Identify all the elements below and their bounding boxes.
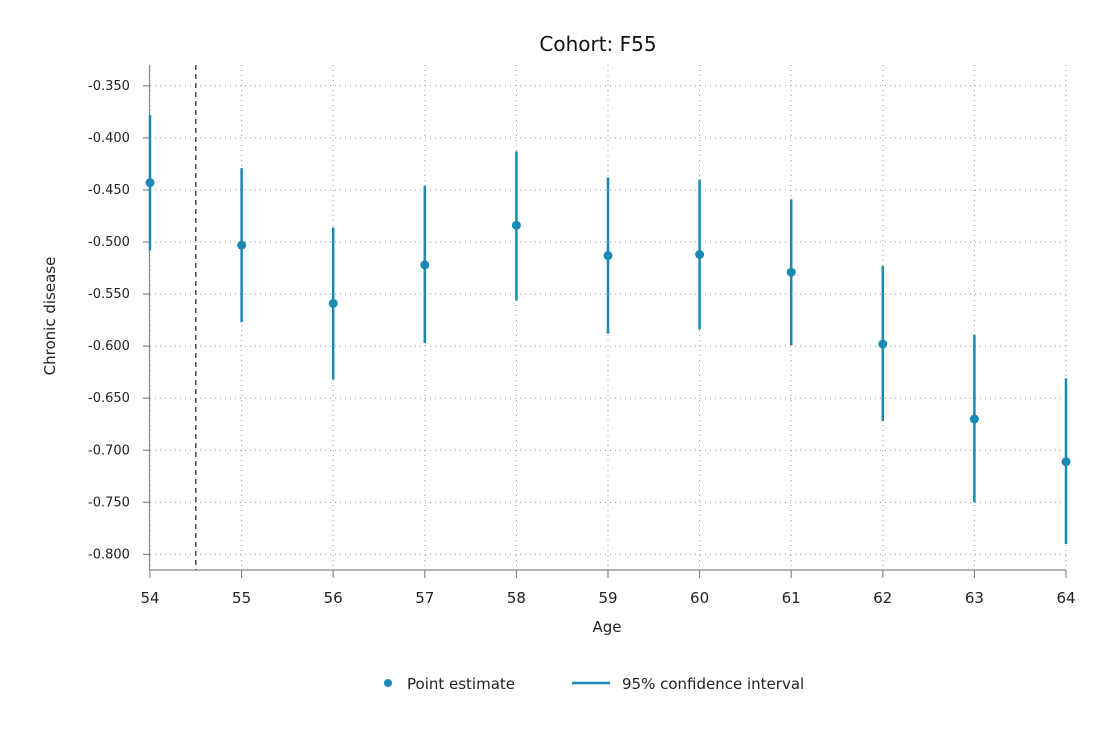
point-estimate-marker: [511, 220, 521, 230]
x-tick-label: 60: [690, 589, 709, 607]
point-estimate-marker: [420, 260, 430, 270]
y-tick-label: -0.400: [88, 131, 130, 146]
point-estimate-marker: [786, 267, 796, 277]
x-tick-label: 58: [507, 589, 526, 607]
point-estimate-marker: [969, 414, 979, 424]
x-axis-label: Age: [592, 618, 621, 636]
point-estimate-marker: [603, 251, 613, 261]
chart-title: Cohort: F55: [539, 32, 656, 56]
y-tick-label: -0.450: [88, 183, 130, 198]
y-tick-label: -0.500: [88, 235, 130, 250]
legend-ci-label: 95% confidence interval: [622, 675, 804, 693]
point-estimate-marker: [1061, 457, 1071, 467]
legend: Point estimate 95% confidence interval: [384, 675, 804, 693]
legend-point-marker: [384, 679, 392, 687]
x-tick-label: 57: [415, 589, 434, 607]
legend-point-label: Point estimate: [407, 675, 515, 693]
point-estimate-marker: [145, 178, 155, 188]
x-tick-label: 56: [324, 589, 343, 607]
y-tick-label: -0.700: [88, 443, 130, 458]
data-layer: [145, 114, 1071, 544]
y-tick-label: -0.750: [88, 495, 130, 510]
y-tick-label: -0.650: [88, 391, 130, 406]
x-tick-label: 64: [1056, 589, 1075, 607]
y-tick-label: -0.800: [88, 547, 130, 562]
point-estimate-marker: [237, 240, 247, 250]
point-estimate-marker: [878, 339, 888, 349]
y-axis-label: Chronic disease: [41, 257, 59, 376]
point-estimate-marker: [328, 298, 338, 308]
y-tick-label: -0.600: [88, 339, 130, 354]
point-estimate-marker: [695, 250, 705, 260]
x-tick-label: 59: [598, 589, 617, 607]
y-tick-label: -0.350: [88, 79, 130, 94]
x-tick-label: 55: [232, 589, 251, 607]
x-tick-label: 61: [782, 589, 801, 607]
y-tick-label: -0.550: [88, 287, 130, 302]
axis-layer: -0.350 -0.400 -0.450 -0.500 -0.550 -0.600 -0.6…: [88, 65, 1076, 607]
x-tick-label: 54: [140, 589, 159, 607]
x-tick-label: 62: [873, 589, 892, 607]
x-tick-label: 63: [965, 589, 984, 607]
